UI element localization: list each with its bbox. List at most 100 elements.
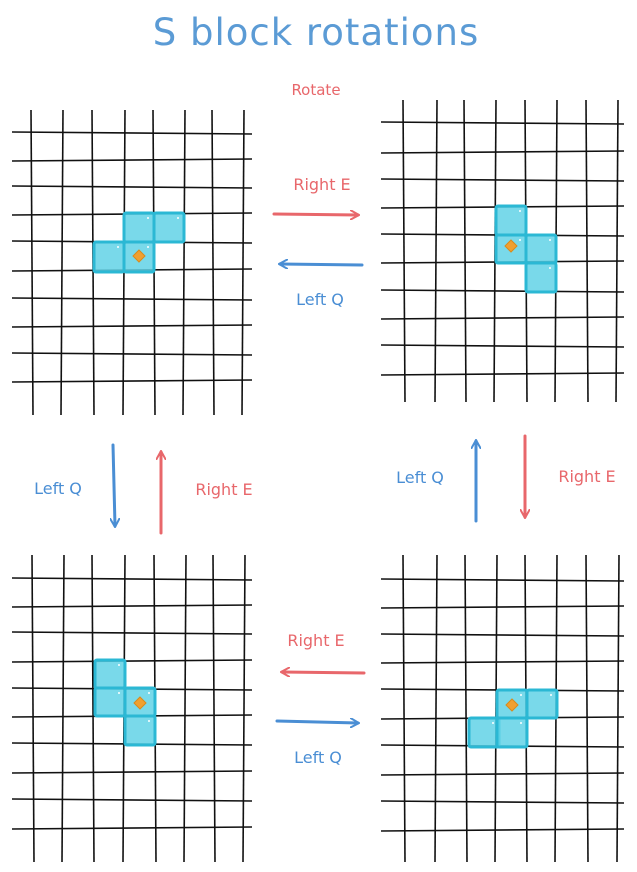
block-cell [524, 233, 558, 265]
block-cell [524, 261, 558, 294]
grid-line-horizontal [380, 150, 625, 154]
s-block-left [93, 658, 157, 747]
rotate-label: Rotate [291, 81, 340, 99]
grid-line-horizontal [11, 158, 253, 162]
block-cell [467, 716, 501, 749]
grid-line-vertical [434, 554, 438, 863]
grid-line-horizontal [380, 660, 625, 664]
grid-bottom-right [380, 554, 625, 863]
grid-line-horizontal [380, 605, 625, 609]
grid-line-horizontal [11, 826, 253, 830]
page-title: S block rotations [153, 11, 480, 54]
grid-line-vertical [242, 554, 246, 863]
grid-line-horizontal [11, 631, 253, 635]
grid-line-vertical [402, 99, 406, 403]
grid-line-horizontal [380, 800, 625, 804]
label-left-right: Right E [195, 480, 252, 499]
pivot-icon [133, 696, 147, 710]
grid-line-horizontal [11, 659, 253, 663]
label-right-right: Right E [558, 467, 615, 486]
block-cell [495, 716, 529, 749]
pivot-icon [132, 249, 146, 263]
grid-line-vertical [211, 109, 215, 416]
grid-line-horizontal [11, 131, 253, 135]
grid-line-horizontal [380, 772, 625, 776]
grid-line-vertical [61, 554, 65, 863]
grid-line-vertical [463, 99, 467, 403]
cell-highlight [550, 694, 552, 696]
grid-line-vertical [585, 99, 589, 403]
block-cell [93, 686, 127, 718]
s-block-spawn [92, 211, 186, 274]
grid-line-vertical [241, 109, 245, 416]
cell-highlight [549, 239, 551, 241]
cell-highlight [492, 722, 494, 724]
grid-line-horizontal [11, 379, 253, 383]
label-right-left: Left Q [396, 468, 444, 487]
cell-highlight [519, 239, 521, 241]
grid-line-vertical [616, 554, 620, 863]
grid-line-vertical [402, 554, 406, 863]
block-cell [525, 688, 559, 720]
grid-line-vertical [182, 109, 186, 416]
grid-line-horizontal [11, 798, 253, 802]
grid-line-horizontal [380, 289, 625, 293]
arrow-bottom-right [275, 721, 358, 723]
s-block-flipped [467, 688, 559, 749]
grid-line-vertical [585, 554, 589, 863]
cell-highlight [177, 217, 179, 219]
grid-line-vertical [212, 554, 216, 863]
grid-line-horizontal [380, 121, 625, 125]
cell-highlight [520, 694, 522, 696]
grid-line-horizontal [380, 633, 625, 637]
grid-line-horizontal [380, 178, 625, 182]
block-cell [152, 211, 186, 244]
block-cell [123, 714, 157, 747]
block-cell [494, 204, 528, 237]
grid-line-vertical [183, 554, 187, 863]
grid-line-horizontal [380, 828, 625, 832]
grid-line-horizontal [11, 577, 253, 581]
block-cell [92, 240, 126, 274]
arrow-top-right [272, 214, 358, 215]
grid-line-horizontal [11, 352, 253, 356]
cell-highlight [148, 692, 150, 694]
grid-line-vertical [60, 109, 64, 416]
block-cell [93, 658, 127, 690]
label-top-right: Right E [293, 175, 350, 194]
arrow-bottom-left [282, 672, 366, 673]
label-left-left: Left Q [34, 479, 82, 498]
grid-line-horizontal [11, 604, 253, 608]
cell-highlight [549, 267, 551, 269]
arrow-top-left [280, 264, 364, 265]
pivot-icon [504, 239, 518, 253]
grid-line-horizontal [11, 185, 253, 189]
cell-highlight [118, 664, 120, 666]
label-bottom-left: Left Q [294, 748, 342, 767]
cell-highlight [147, 246, 149, 248]
pivot-icon [505, 698, 519, 712]
block-cell [122, 211, 156, 244]
cell-highlight [118, 692, 120, 694]
grid-line-vertical [464, 554, 468, 863]
grid-line-vertical [615, 99, 619, 403]
grid-line-horizontal [11, 770, 253, 774]
grid-line-horizontal [380, 578, 625, 582]
grid-line-horizontal [380, 344, 625, 348]
grid-line-horizontal [380, 372, 625, 376]
grid-line-vertical [434, 99, 438, 403]
s-block-right [494, 204, 558, 294]
cell-highlight [519, 210, 521, 212]
grid-line-vertical [30, 109, 34, 416]
grid-line-vertical [31, 554, 35, 863]
label-top-left: Left Q [296, 290, 344, 309]
grid-line-horizontal [11, 297, 253, 301]
arrow-left-down [113, 443, 115, 526]
cell-highlight [147, 217, 149, 219]
grid-line-horizontal [11, 324, 253, 328]
cell-highlight [520, 722, 522, 724]
label-bottom-right: Right E [287, 631, 344, 650]
cell-highlight [117, 246, 119, 248]
grid-line-horizontal [380, 316, 625, 320]
